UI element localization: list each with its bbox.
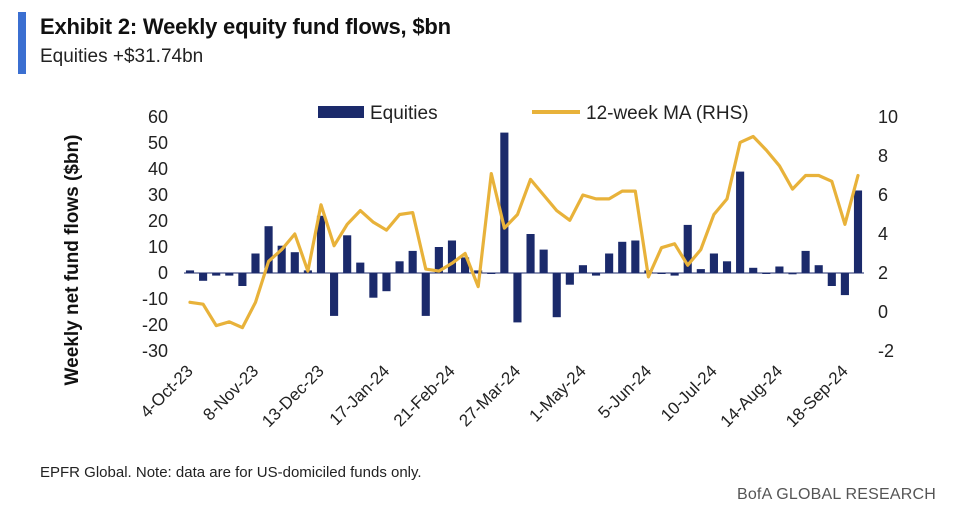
brand-label: BofA GLOBAL RESEARCH <box>736 486 936 503</box>
equities-bar <box>238 273 247 286</box>
equities-bar <box>526 234 535 273</box>
equities-bar <box>395 261 404 273</box>
x-tick-label: 10-Jul-24 <box>657 361 721 425</box>
equities-bar <box>840 273 849 296</box>
equities-bar <box>408 250 417 273</box>
y-tick-label-left: 50 <box>148 133 168 153</box>
x-tick-label: 18-Sep-24 <box>782 361 852 431</box>
x-tick-label: 8-Nov-23 <box>199 361 262 424</box>
equities-bar <box>736 171 745 273</box>
equities-bar <box>853 190 863 273</box>
y-tick-label-right: -2 <box>878 341 894 361</box>
equities-bar <box>683 224 692 273</box>
equities-bar <box>696 269 705 273</box>
ma-line-layer <box>188 134 860 330</box>
equities-bar <box>212 273 221 276</box>
legend-swatch-equities <box>318 106 364 118</box>
equities-bar <box>618 241 627 273</box>
legend-label-ma: 12-week MA (RHS) <box>586 103 749 124</box>
y-tick-label-left: -30 <box>142 341 168 361</box>
equities-bar <box>225 273 234 276</box>
equities-bar <box>578 265 588 273</box>
chart-title: Exhibit 2: Weekly equity fund flows, $bn <box>40 14 451 39</box>
y-tick-label-right: 6 <box>878 185 888 205</box>
x-axis: 4-Oct-23 8-Nov-2313-Dec-2317-Jan-2421-Feb… <box>137 361 852 431</box>
equities-bar <box>539 249 548 273</box>
equities-bar <box>382 273 391 292</box>
equities-bar <box>827 273 836 286</box>
equities-bar <box>460 257 470 273</box>
equities-bar <box>290 252 299 273</box>
chart-legend: Equities 12-week MA (RHS) <box>318 103 749 124</box>
equities-bar <box>513 273 522 323</box>
ma-line <box>188 134 860 330</box>
x-tick-label: 4-Oct-23 <box>137 361 197 421</box>
y-tick-label-left: 60 <box>148 107 168 127</box>
y-tick-label-right: 0 <box>878 302 888 322</box>
bars-layer <box>185 132 863 323</box>
equities-bar <box>369 273 378 298</box>
y-tick-label-right: 2 <box>878 263 888 283</box>
source-note: EPFR Global. Note: data are for US-domic… <box>40 464 422 481</box>
y-axis-title: Weekly net fund flows ($bn) <box>62 135 83 386</box>
y-tick-label-right: 8 <box>878 146 888 166</box>
equities-bar <box>801 250 810 273</box>
equities-bar <box>605 253 614 273</box>
y-tick-label-left: 0 <box>158 263 168 283</box>
equities-bar <box>749 267 758 273</box>
equities-bar <box>775 266 784 273</box>
title-accent-bar <box>18 12 26 74</box>
x-tick-label: 27-Mar-24 <box>455 361 524 430</box>
equities-bar <box>316 215 326 273</box>
y-tick-label-right: 4 <box>878 224 888 244</box>
x-tick-label: 17-Jan-24 <box>326 361 394 429</box>
equities-bar <box>277 245 286 273</box>
equities-bar <box>199 273 208 281</box>
equities-bar <box>670 273 679 276</box>
x-tick-label: 13-Dec-23 <box>258 361 328 431</box>
x-tick-label: 1-May-24 <box>526 361 590 425</box>
equities-bar <box>251 253 260 273</box>
equities-bar <box>552 273 561 318</box>
equities-bar <box>356 262 365 273</box>
equities-bar <box>814 265 823 273</box>
equities-bar <box>591 273 601 276</box>
equities-bar <box>788 273 797 275</box>
equities-bar <box>264 226 273 273</box>
y-tick-label-right: 10 <box>878 107 898 127</box>
x-tick-label: 14-Aug-24 <box>717 361 787 431</box>
equities-bar <box>500 132 509 273</box>
y-tick-label-left: -10 <box>142 289 168 309</box>
x-tick-label: 5-Jun-24 <box>594 361 655 422</box>
equities-bar <box>434 247 443 273</box>
equities-bar <box>185 270 195 273</box>
y-tick-label-left: -20 <box>142 315 168 335</box>
equities-bar <box>343 235 352 273</box>
y-axis-right: 10 8 6 4 2 0 -2 <box>878 107 898 361</box>
equities-bar <box>709 253 718 273</box>
chart-subtitle: Equities +$31.74bn <box>40 46 204 67</box>
equities-bar <box>447 240 457 273</box>
y-tick-label-left: 40 <box>148 159 168 179</box>
y-tick-label-left: 10 <box>148 237 168 257</box>
y-axis-left: 60 50 40 30 20 10 0 -10 -20 -30 <box>142 107 168 361</box>
equities-bar <box>421 273 430 316</box>
equities-bar <box>631 240 640 273</box>
legend-label-equities: Equities <box>370 103 438 124</box>
equities-bar <box>330 273 339 316</box>
equities-bar <box>722 261 732 273</box>
y-tick-label-left: 20 <box>148 211 168 231</box>
equities-bar <box>565 273 574 285</box>
equities-bar <box>474 270 483 273</box>
y-tick-label-left: 30 <box>148 185 168 205</box>
x-tick-label: 21-Feb-24 <box>390 361 459 430</box>
